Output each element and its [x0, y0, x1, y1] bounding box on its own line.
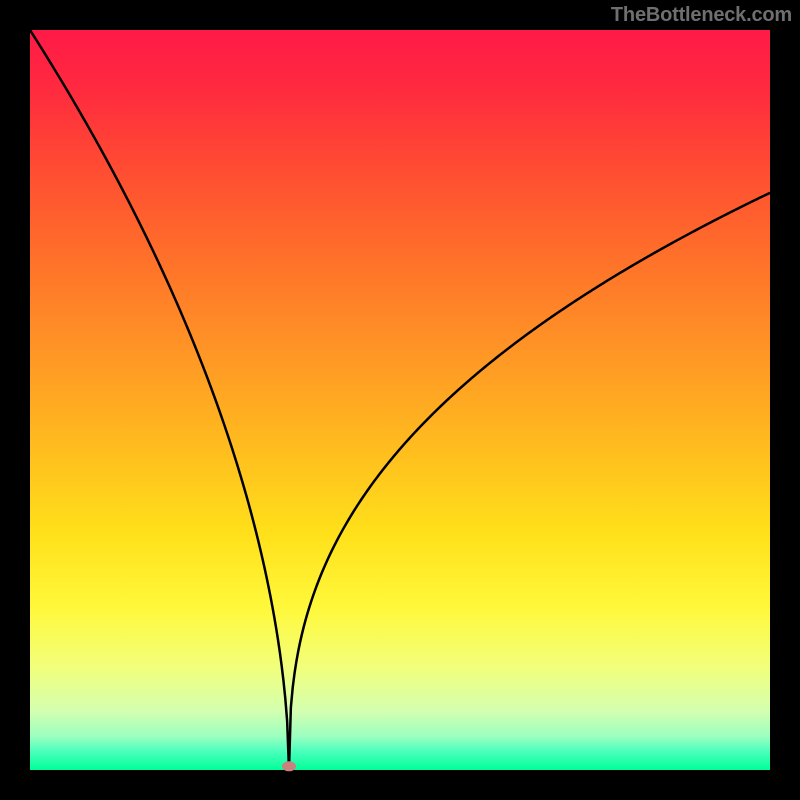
watermark-text: TheBottleneck.com — [611, 4, 792, 27]
bottleneck-chart: TheBottleneck.com — [0, 0, 800, 800]
minimum-marker — [282, 761, 296, 771]
plot-background — [30, 30, 770, 770]
chart-canvas — [0, 0, 800, 800]
